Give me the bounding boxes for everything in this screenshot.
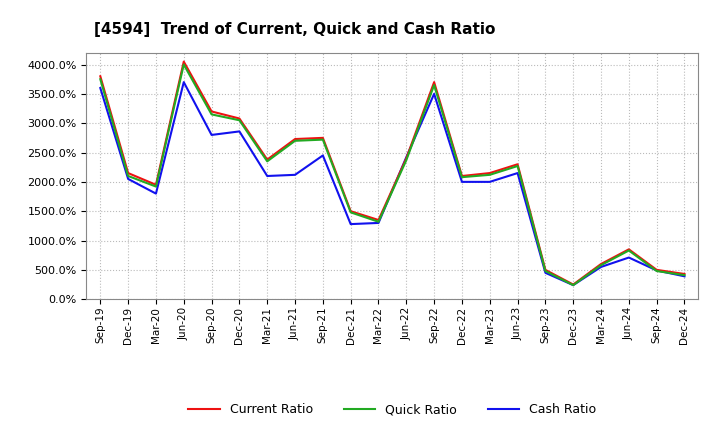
Quick Ratio (541, 268, 550, 274)
Cash Ratio (346, 221, 355, 227)
Quick Ratio (96, 77, 104, 82)
Quick Ratio (318, 137, 327, 142)
Quick Ratio (513, 163, 522, 169)
Current Ratio (513, 161, 522, 167)
Cash Ratio (430, 91, 438, 96)
Current Ratio (346, 209, 355, 214)
Current Ratio (458, 173, 467, 179)
Current Ratio (430, 80, 438, 85)
Quick Ratio (152, 184, 161, 189)
Cash Ratio (263, 173, 271, 179)
Current Ratio (569, 282, 577, 287)
Current Ratio (374, 217, 383, 223)
Cash Ratio (374, 220, 383, 226)
Cash Ratio (291, 172, 300, 177)
Quick Ratio (597, 263, 606, 268)
Quick Ratio (374, 219, 383, 224)
Cash Ratio (318, 153, 327, 158)
Current Ratio (124, 170, 132, 176)
Quick Ratio (207, 112, 216, 117)
Quick Ratio (680, 272, 689, 278)
Current Ratio (402, 156, 410, 161)
Cash Ratio (569, 282, 577, 288)
Current Ratio (291, 136, 300, 142)
Cash Ratio (541, 270, 550, 275)
Cash Ratio (680, 274, 689, 279)
Line: Quick Ratio: Quick Ratio (100, 65, 685, 285)
Text: [4594]  Trend of Current, Quick and Cash Ratio: [4594] Trend of Current, Quick and Cash … (94, 22, 495, 37)
Current Ratio (207, 109, 216, 114)
Quick Ratio (402, 158, 410, 163)
Cash Ratio (96, 85, 104, 91)
Current Ratio (263, 157, 271, 162)
Cash Ratio (624, 255, 633, 260)
Current Ratio (179, 59, 188, 64)
Current Ratio (652, 267, 661, 272)
Cash Ratio (152, 191, 161, 196)
Current Ratio (680, 271, 689, 277)
Quick Ratio (624, 248, 633, 253)
Current Ratio (152, 182, 161, 187)
Cash Ratio (485, 179, 494, 184)
Cash Ratio (207, 132, 216, 138)
Quick Ratio (485, 172, 494, 177)
Cash Ratio (513, 170, 522, 176)
Cash Ratio (179, 80, 188, 85)
Current Ratio (96, 73, 104, 79)
Current Ratio (541, 267, 550, 272)
Cash Ratio (124, 176, 132, 182)
Quick Ratio (346, 210, 355, 215)
Current Ratio (318, 135, 327, 140)
Quick Ratio (179, 62, 188, 67)
Quick Ratio (569, 282, 577, 288)
Current Ratio (235, 116, 243, 121)
Cash Ratio (235, 129, 243, 134)
Cash Ratio (458, 179, 467, 184)
Current Ratio (485, 170, 494, 176)
Quick Ratio (291, 138, 300, 143)
Quick Ratio (430, 82, 438, 88)
Quick Ratio (235, 117, 243, 123)
Legend: Current Ratio, Quick Ratio, Cash Ratio: Current Ratio, Quick Ratio, Cash Ratio (184, 398, 601, 421)
Current Ratio (597, 261, 606, 267)
Quick Ratio (124, 173, 132, 179)
Quick Ratio (652, 268, 661, 274)
Cash Ratio (652, 268, 661, 273)
Line: Cash Ratio: Cash Ratio (100, 82, 685, 285)
Quick Ratio (263, 159, 271, 164)
Cash Ratio (402, 154, 410, 160)
Quick Ratio (458, 175, 467, 180)
Line: Current Ratio: Current Ratio (100, 62, 685, 285)
Cash Ratio (597, 264, 606, 270)
Current Ratio (624, 247, 633, 252)
